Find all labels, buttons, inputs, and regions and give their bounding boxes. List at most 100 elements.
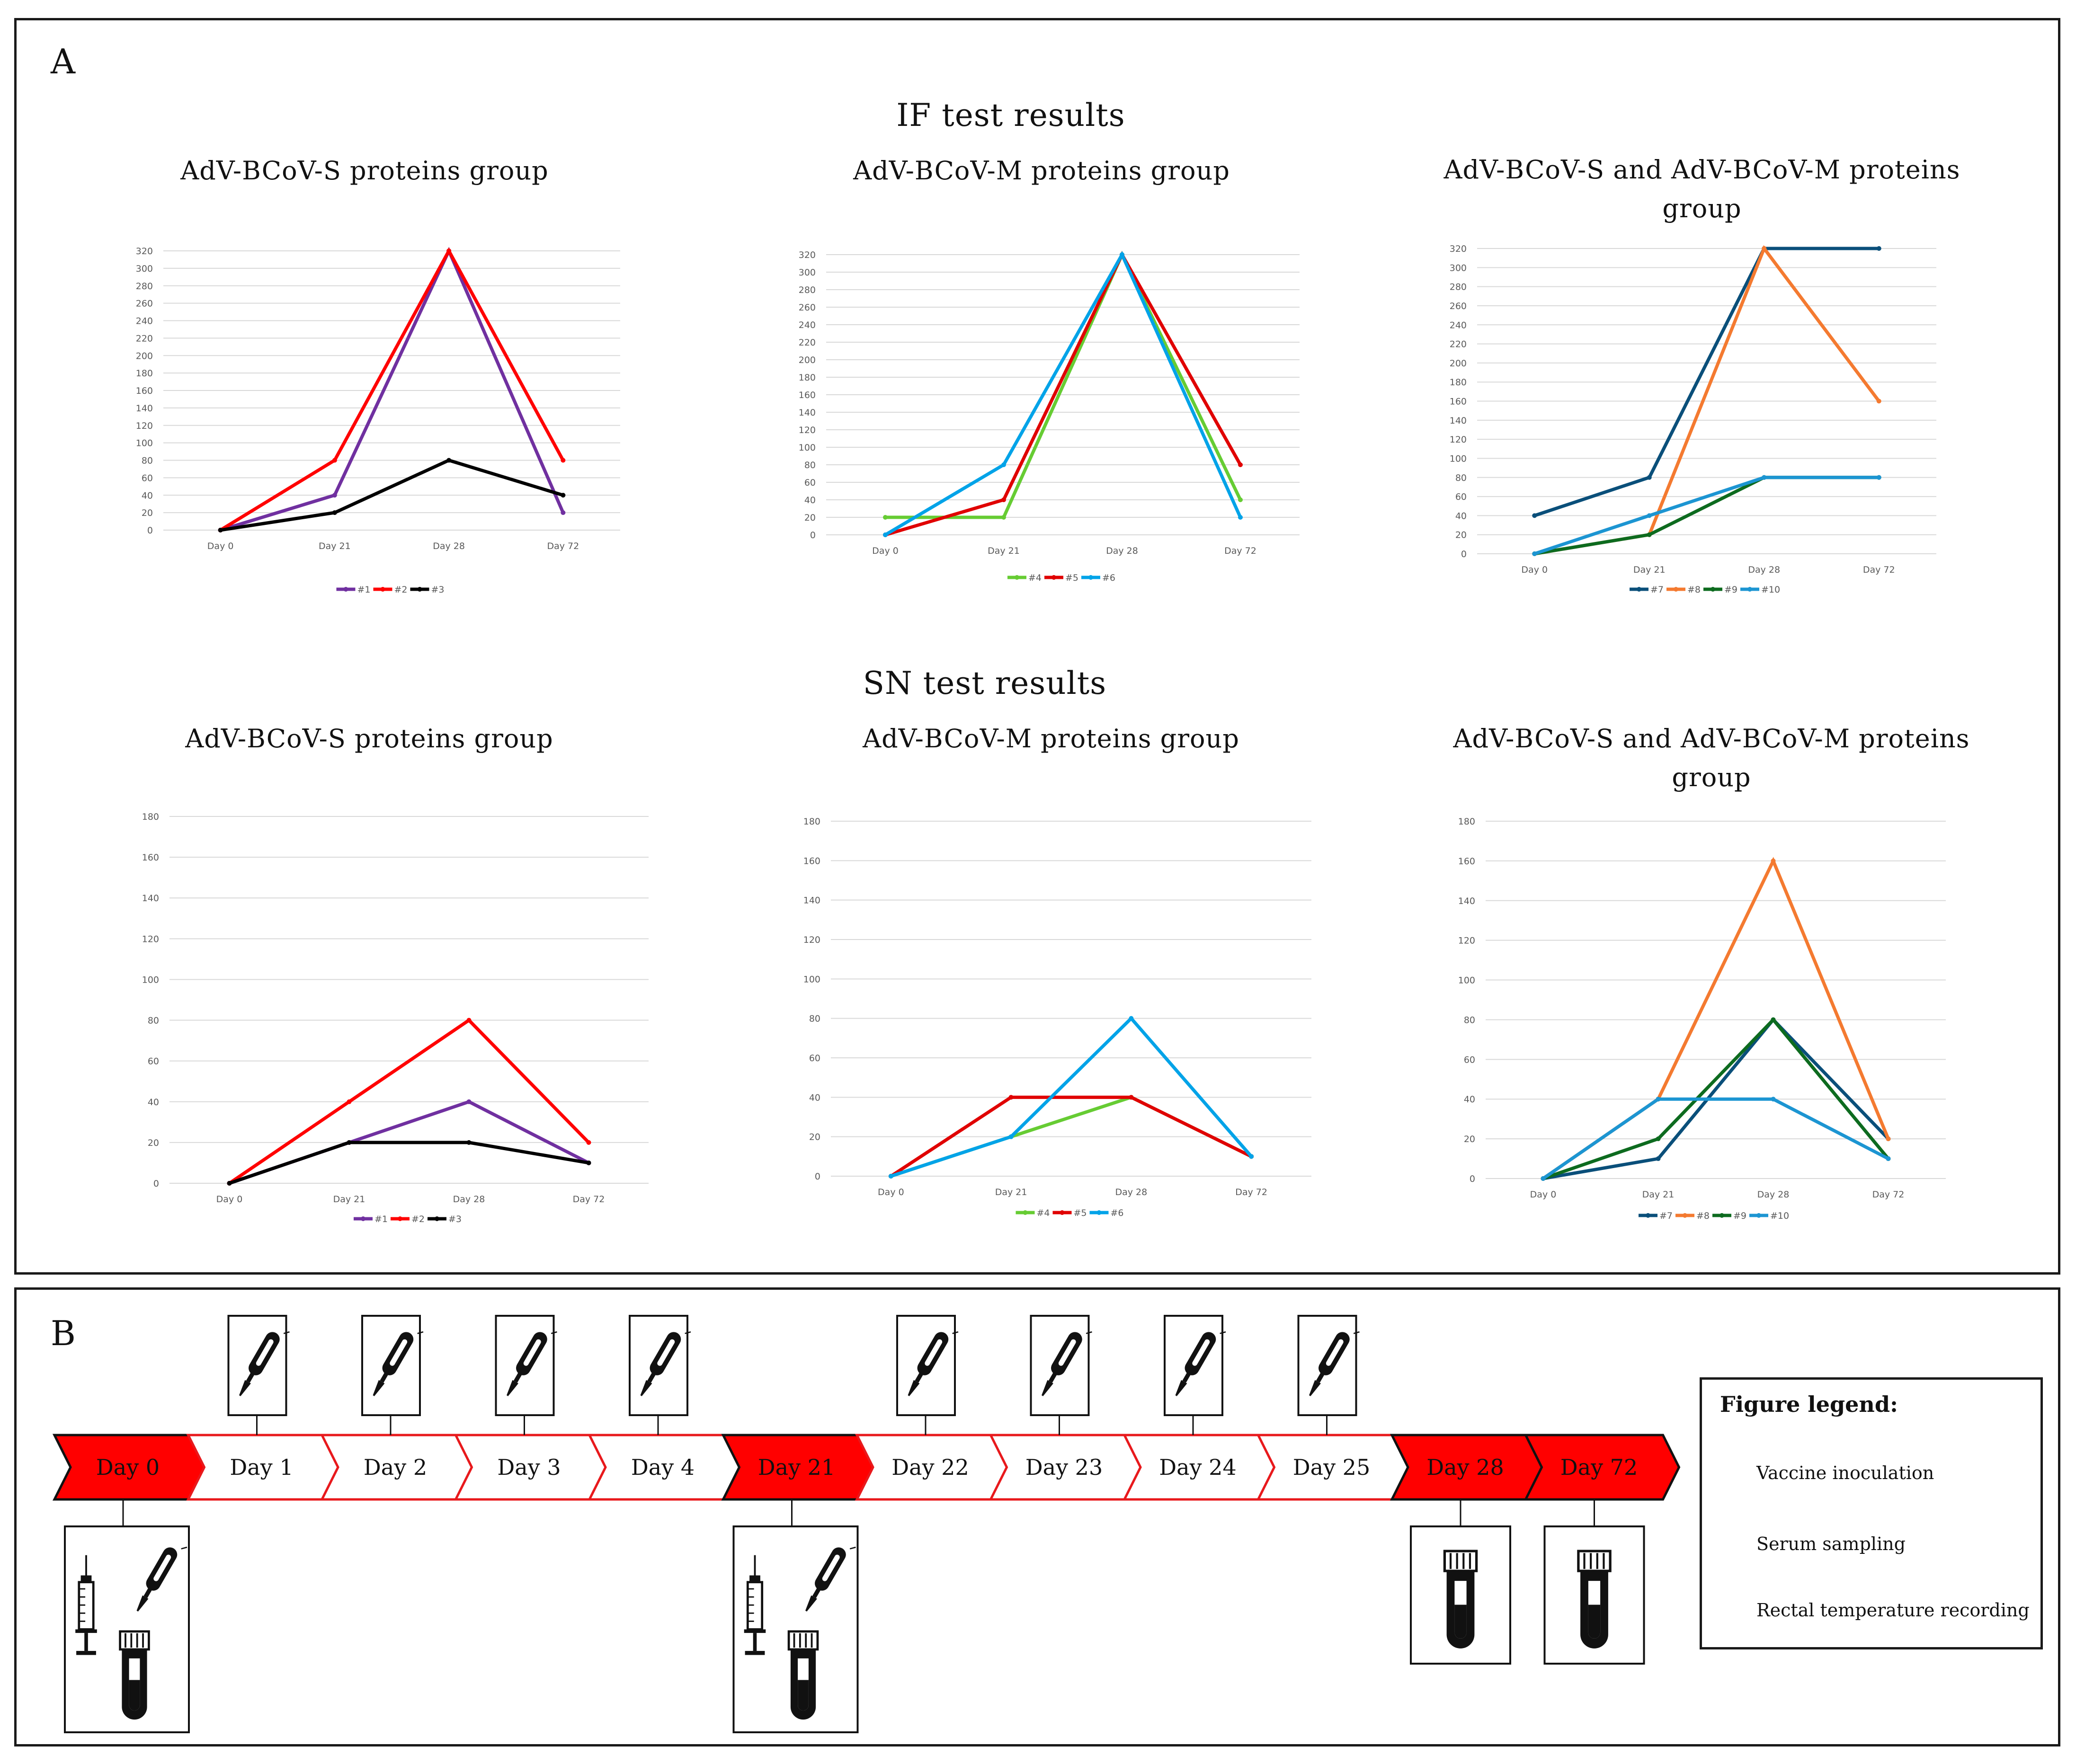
y-tick-label: 80 bbox=[1464, 1015, 1475, 1025]
chart-sn_m: 0 20 40 60 80 100 120 140 160 180 Day 0 Day 21 Day 2… bbox=[803, 816, 1311, 1218]
y-tick-label: 140 bbox=[799, 408, 816, 418]
thermometer-tip bbox=[507, 1380, 518, 1396]
y-tick-label: 60 bbox=[804, 478, 816, 488]
legend-item-temperature: Rectal temperature recording bbox=[1756, 1600, 2030, 1621]
data-point bbox=[1541, 1176, 1546, 1181]
chart-title-if-m: AdV-BCoV-M proteins group bbox=[853, 156, 1230, 186]
timeline-day-label: Day 28 bbox=[1426, 1454, 1504, 1480]
y-tick-label: 100 bbox=[799, 443, 816, 453]
thermometer-tip bbox=[640, 1380, 652, 1396]
legend-marker bbox=[343, 587, 348, 592]
legend-label: #5 bbox=[1074, 1208, 1087, 1218]
thermometer-icon bbox=[1309, 1331, 1360, 1396]
y-tick-label: 20 bbox=[148, 1138, 159, 1148]
legend-label: #1 bbox=[357, 585, 371, 595]
y-tick-label: 0 bbox=[815, 1171, 820, 1182]
legend-marker bbox=[1060, 1210, 1065, 1215]
y-tick-label: 40 bbox=[1455, 511, 1467, 521]
thermometer-neck bbox=[812, 1587, 821, 1598]
legend-label: #9 bbox=[1733, 1211, 1746, 1221]
x-tick-label: Day 28 bbox=[1757, 1189, 1790, 1200]
tube-cap bbox=[119, 1630, 150, 1651]
thermometer-tip bbox=[908, 1380, 920, 1396]
series-line-5 bbox=[885, 251, 1242, 537]
thermometer-icon bbox=[1042, 1331, 1092, 1396]
panel-a-letter: A bbox=[51, 42, 75, 81]
legend-marker bbox=[1088, 575, 1093, 580]
data-point bbox=[332, 510, 337, 515]
x-tick-label: Day 72 bbox=[1235, 1187, 1267, 1197]
y-tick-label: 220 bbox=[799, 337, 816, 348]
data-point bbox=[561, 510, 566, 515]
thermometer-tip bbox=[805, 1595, 817, 1612]
tube-fill bbox=[1454, 1604, 1467, 1639]
y-tick-label: 160 bbox=[136, 386, 153, 396]
tube-fill bbox=[129, 1680, 140, 1711]
y-tick-label: 0 bbox=[1470, 1174, 1475, 1184]
y-tick-label: 80 bbox=[142, 456, 153, 466]
data-point bbox=[1656, 1136, 1661, 1142]
y-tick-label: 260 bbox=[799, 302, 816, 313]
series-line-5 bbox=[890, 1095, 1252, 1178]
series-line-10 bbox=[1542, 1097, 1889, 1180]
chart-title-sn-m: AdV-BCoV-M proteins group bbox=[863, 724, 1239, 753]
y-tick-label: 60 bbox=[1455, 492, 1467, 502]
data-point bbox=[1532, 551, 1537, 556]
thermometer-neck bbox=[1048, 1372, 1057, 1383]
y-tick-label: 20 bbox=[142, 508, 153, 518]
data-point bbox=[347, 1099, 352, 1104]
series-line-7 bbox=[1534, 247, 1879, 517]
thermometer-spark bbox=[551, 1331, 557, 1334]
y-tick-label: 0 bbox=[147, 525, 153, 536]
x-tick-label: Day 72 bbox=[547, 541, 579, 551]
thermometer-icon bbox=[805, 1546, 856, 1612]
y-tick-label: 240 bbox=[799, 320, 816, 330]
syringe-flange bbox=[75, 1629, 97, 1633]
thermometer-tip bbox=[239, 1380, 251, 1396]
x-tick-label: Day 0 bbox=[1530, 1189, 1557, 1200]
data-point bbox=[332, 493, 337, 498]
x-tick-label: Day 28 bbox=[1115, 1187, 1148, 1197]
legend-marker bbox=[1747, 587, 1752, 592]
y-tick-label: 280 bbox=[799, 285, 816, 295]
y-tick-label: 0 bbox=[1461, 549, 1467, 559]
x-tick-label: Day 28 bbox=[1106, 546, 1138, 556]
legend-label: #3 bbox=[448, 1214, 462, 1224]
data-point bbox=[1129, 1095, 1134, 1100]
x-tick-label: Day 72 bbox=[1863, 565, 1895, 575]
y-tick-label: 80 bbox=[809, 1014, 820, 1024]
timeline-day-label: Day 24 bbox=[1159, 1454, 1236, 1480]
y-tick-label: 100 bbox=[142, 975, 159, 985]
timeline-day-label: Day 21 bbox=[758, 1454, 835, 1480]
legend-label: #6 bbox=[1111, 1208, 1124, 1218]
thermometer-spark bbox=[952, 1331, 959, 1334]
chart-title-if-s: AdV-BCoV-S proteins group bbox=[180, 156, 549, 186]
y-tick-label: 140 bbox=[136, 403, 153, 414]
thermometer-window bbox=[925, 1339, 943, 1366]
legend-marker bbox=[1683, 1213, 1687, 1218]
y-tick-label: 120 bbox=[136, 421, 153, 431]
y-tick-label: 180 bbox=[142, 812, 159, 822]
y-tick-label: 40 bbox=[142, 490, 153, 501]
y-tick-label: 120 bbox=[1458, 936, 1475, 946]
x-tick-label: Day 21 bbox=[1642, 1189, 1675, 1200]
tube-cap bbox=[1577, 1550, 1612, 1572]
thermometer-window bbox=[523, 1339, 541, 1366]
y-tick-label: 200 bbox=[1450, 358, 1467, 369]
timeline-day-label: Day 22 bbox=[891, 1454, 969, 1480]
legend-label: #9 bbox=[1724, 585, 1737, 595]
y-tick-label: 0 bbox=[153, 1179, 159, 1189]
data-point bbox=[1876, 399, 1881, 404]
x-tick-label: Day 21 bbox=[319, 541, 351, 551]
legend-label: #3 bbox=[431, 585, 445, 595]
data-point bbox=[1647, 475, 1652, 480]
y-tick-label: 40 bbox=[804, 495, 816, 505]
legend-label: #5 bbox=[1065, 573, 1078, 583]
legend-label: #4 bbox=[1037, 1208, 1050, 1218]
timeline-day-label: Day 2 bbox=[364, 1454, 427, 1480]
legend-marker bbox=[1015, 575, 1019, 580]
data-point bbox=[1129, 1016, 1134, 1021]
thermometer-spark bbox=[1353, 1331, 1360, 1334]
legend-item-serum: Serum sampling bbox=[1756, 1534, 1906, 1554]
timeline-day-label: Day 0 bbox=[96, 1454, 160, 1480]
